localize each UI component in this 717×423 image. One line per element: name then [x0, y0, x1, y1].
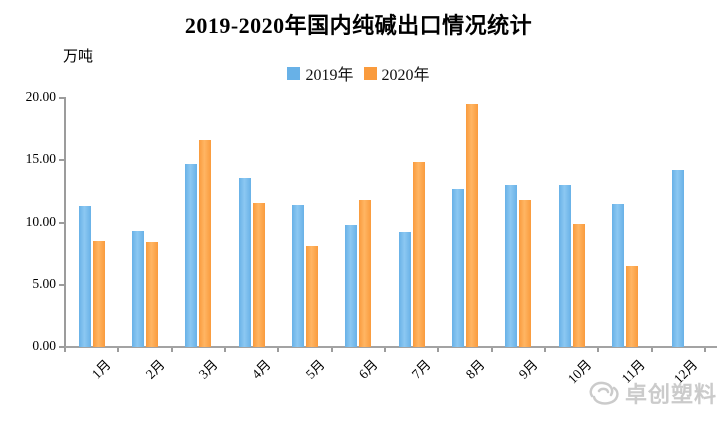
x-axis-label-3月: 3月: [195, 356, 221, 382]
bar-2019年-6月: [345, 225, 358, 347]
x-axis-label-10月: 10月: [564, 356, 595, 387]
bar-2019年-11月: [611, 203, 624, 347]
bar-group-8月: [438, 98, 491, 347]
y-tick: [59, 97, 65, 99]
bar-2020年-8月: [465, 104, 478, 347]
y-tick-label: 5.00: [32, 275, 56, 291]
x-tick: [64, 348, 66, 352]
bar-2019年-7月: [398, 232, 411, 347]
bar-2020年-7月: [412, 161, 425, 347]
bar-group-5月: [278, 98, 331, 347]
bar-2019年-12月: [672, 170, 685, 347]
x-axis-label-7月: 7月: [409, 356, 435, 382]
bar-2019年-1月: [78, 206, 91, 347]
legend: 2019年 2020年: [0, 61, 717, 85]
bar-2020年-4月: [252, 202, 265, 347]
legend-item-2020: 2020年: [363, 61, 430, 85]
bars-row: [65, 98, 705, 347]
y-tick-label: 15.00: [25, 151, 56, 167]
bar-2019年-10月: [558, 185, 571, 347]
x-tick: [224, 348, 226, 352]
bar-2020年-9月: [519, 200, 532, 347]
x-axis-label-2月: 2月: [142, 356, 168, 382]
x-tick: [384, 348, 386, 352]
x-tick: [117, 348, 120, 352]
bar-2020年-10月: [572, 223, 585, 347]
x-tick: [490, 348, 493, 352]
x-axis-label-4月: 4月: [249, 356, 275, 382]
x-axis-label-12月: 12月: [671, 356, 701, 387]
bar-2020年-1月: [92, 241, 105, 347]
bar-group-11月: [598, 98, 651, 347]
x-axis-label-6月: 6月: [355, 356, 381, 382]
bar-2019年-9月: [505, 185, 518, 347]
y-axis-line: [64, 97, 66, 347]
bar-2019年-3月: [185, 164, 198, 347]
bar-group-9月: [492, 98, 545, 347]
x-tick: [330, 348, 333, 352]
y-tick-label: 20.00: [25, 89, 56, 104]
bar-group-6月: [332, 98, 385, 347]
x-tick: [544, 348, 546, 352]
y-axis-unit-label: 万吨: [63, 49, 94, 65]
legend-label-2019: 2019年: [305, 67, 354, 84]
bar-2019年-2月: [131, 231, 144, 347]
y-tick-label: 10.00: [25, 213, 56, 229]
y-tick-label: 0.00: [32, 338, 56, 353]
y-tick: [59, 221, 65, 224]
x-axis-label-11月: 11月: [618, 356, 648, 387]
x-tick: [650, 348, 653, 352]
x-tick: [170, 348, 173, 352]
x-tick: [704, 348, 706, 352]
x-axis-line: [62, 346, 717, 348]
x-tick: [437, 348, 440, 352]
bar-group-10月: [545, 98, 598, 347]
legend-swatch-2020-icon: [363, 66, 377, 80]
x-tick: [277, 348, 280, 352]
y-tick: [59, 346, 65, 348]
bar-2019年-8月: [451, 188, 464, 347]
bar-2019年-4月: [238, 177, 251, 347]
bar-group-3月: [172, 98, 225, 347]
bar-group-4月: [225, 98, 278, 347]
bar-group-2月: [118, 98, 171, 347]
bar-group-1月: [65, 98, 118, 347]
bar-2020年-6月: [359, 200, 372, 347]
x-axis-label-8月: 8月: [462, 356, 488, 382]
x-tick: [597, 348, 600, 352]
legend-label-2020: 2020年: [381, 67, 430, 84]
x-axis-label-1月: 1月: [89, 356, 115, 382]
legend-swatch-2019-icon: [287, 66, 301, 80]
bar-2020年-5月: [305, 246, 318, 347]
bar-2020年-3月: [199, 140, 212, 347]
y-tick: [59, 283, 65, 286]
bar-group-12月: [652, 98, 705, 347]
bar-group-7月: [385, 98, 438, 347]
x-axis-label-9月: 9月: [515, 356, 541, 382]
x-axis-label-5月: 5月: [302, 356, 328, 382]
bar-2019年-5月: [291, 205, 304, 347]
y-tick: [59, 159, 65, 162]
bar-2020年-2月: [145, 242, 158, 347]
bar-2020年-11月: [625, 266, 638, 347]
chart-title: 2019-2020年国内纯碱出口情况统计: [184, 13, 533, 38]
legend-item-2019: 2019年: [287, 61, 354, 85]
